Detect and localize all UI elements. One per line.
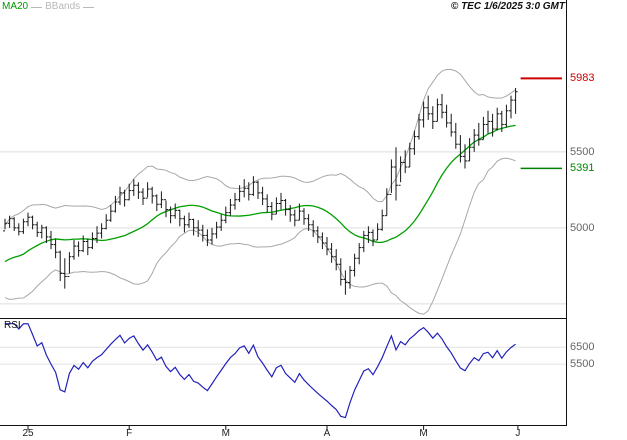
price-axis-label: 5000 xyxy=(570,221,595,234)
rsi-line xyxy=(5,323,516,419)
x-axis-label: J xyxy=(515,428,521,439)
ma20-line xyxy=(4,124,516,263)
price-axis-label: 5391 xyxy=(570,162,595,175)
bollinger-upper-line xyxy=(4,68,516,226)
gridlines-layer xyxy=(0,151,566,365)
bollinger-bands xyxy=(4,68,516,315)
x-axis-label: 25 xyxy=(22,428,34,439)
rsi-axis-label: 6500 xyxy=(570,341,595,354)
legend-ma20-label: MA20 xyxy=(2,1,29,12)
level-lines xyxy=(520,77,562,170)
legend: MA20 BBands xyxy=(2,1,95,13)
candles-layer xyxy=(3,87,518,295)
legend-line-swatch xyxy=(83,6,95,8)
bollinger-lower-line xyxy=(4,157,516,315)
x-axis-label: M xyxy=(419,428,428,439)
x-axis-label: F xyxy=(126,428,133,439)
ma20 xyxy=(4,124,516,263)
price-axis-label: 5500 xyxy=(570,145,595,158)
price-axis-label: 5983 xyxy=(570,72,595,85)
x-axis-label: M xyxy=(221,428,230,439)
legend-line-swatch xyxy=(31,6,43,8)
rsi-axis-label: 5500 xyxy=(570,358,595,371)
legend-bbands-label: BBands xyxy=(45,1,81,12)
rsi-panel-label: RSI xyxy=(4,320,21,331)
frame-layer xyxy=(0,0,567,430)
copyright-text: © TEC 1/6/2025 3:0 GMT xyxy=(450,1,565,12)
x-axis-label: A xyxy=(323,428,331,439)
rsi xyxy=(5,323,516,419)
